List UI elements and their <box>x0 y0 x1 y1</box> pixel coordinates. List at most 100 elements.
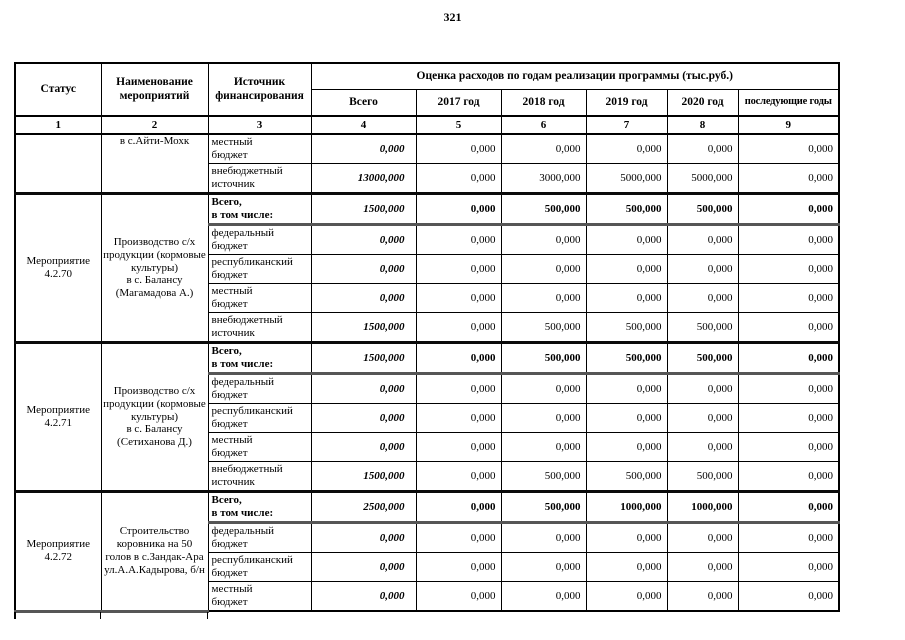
cost-value-cell: 0,000 <box>415 283 502 313</box>
cost-value-cell: 0,000 <box>310 133 417 164</box>
funding-source-cell: республиканский бюджет <box>207 254 312 284</box>
table-row: Мероприятие 4.2.70 Производство с/х прод… <box>14 192 840 343</box>
cost-value-cell: 2500,000 <box>310 490 417 524</box>
status-cell <box>14 133 102 194</box>
column-number: 9 <box>737 115 840 135</box>
table-row: местный бюджет 0,000 0,000 0,000 0,000 0… <box>15 581 840 612</box>
column-border-tail <box>14 611 16 619</box>
cost-value-cell: 1000,000 <box>585 490 668 524</box>
cost-value-cell: 0,000 <box>415 341 502 375</box>
cost-value-cell: 0,000 <box>737 373 840 404</box>
cost-value-cell: 0,000 <box>500 522 587 553</box>
table-row: внебюджетный источник 13000,000 0,000 30… <box>15 163 840 194</box>
cost-value-cell: 5000,000 <box>666 163 739 194</box>
activity-name-cell: Строительство коровника на 50 голов в с.… <box>100 490 209 613</box>
cost-value-cell: 0,000 <box>666 522 739 553</box>
cost-value-cell: 0,000 <box>585 552 668 582</box>
cost-value-cell: 0,000 <box>415 373 502 404</box>
cost-value-cell: 1500,000 <box>310 461 417 492</box>
column-number: 1 <box>14 115 102 135</box>
cost-value-cell: 1500,000 <box>310 192 417 226</box>
cost-value-cell: 0,000 <box>666 224 739 255</box>
cost-value-cell: 500,000 <box>666 192 739 226</box>
cost-value-cell: 500,000 <box>500 461 587 492</box>
cost-value-cell: 0,000 <box>310 432 417 462</box>
cost-value-cell: 0,000 <box>737 341 840 375</box>
cost-value-cell: 0,000 <box>737 490 840 524</box>
cost-value-cell: 3000,000 <box>500 163 587 194</box>
cost-value-cell: 0,000 <box>310 522 417 553</box>
table-header-years-row: Всего 2017 год 2018 год 2019 год 2020 го… <box>15 89 840 117</box>
cost-value-cell: 13000,000 <box>310 163 417 194</box>
column-number: 7 <box>585 115 668 135</box>
status-cell: Мероприятие 4.2.72 <box>14 490 102 613</box>
cost-value-cell: 0,000 <box>415 192 502 226</box>
activity-name-cell: Производство с/х продукции (кормовые кул… <box>100 341 209 492</box>
cost-value-cell: 0,000 <box>666 432 739 462</box>
cost-value-cell: 0,000 <box>737 254 840 284</box>
table-row: республиканский бюджет 0,000 0,000 0,000… <box>15 552 840 582</box>
cost-value-cell: 0,000 <box>585 403 668 433</box>
cost-value-cell: 0,000 <box>500 254 587 284</box>
cost-value-cell: 500,000 <box>585 461 668 492</box>
cost-value-cell: 0,000 <box>737 461 840 492</box>
cost-value-cell: 0,000 <box>666 581 739 612</box>
cost-value-cell: 0,000 <box>666 254 739 284</box>
cost-value-cell: 0,000 <box>415 552 502 582</box>
cost-value-cell: 0,000 <box>737 552 840 582</box>
column-border-tail <box>207 611 208 619</box>
cost-value-cell: 0,000 <box>500 581 587 612</box>
funding-source-cell: местный бюджет <box>207 283 312 313</box>
cost-value-cell: 500,000 <box>666 312 739 343</box>
cost-value-cell: 500,000 <box>500 192 587 226</box>
cost-value-cell: 0,000 <box>500 224 587 255</box>
funding-source-cell: местный бюджет <box>207 581 312 612</box>
funding-source-cell: Всего, в том числе: <box>207 490 312 524</box>
header-status-label: Статус <box>14 62 102 117</box>
cost-value-cell: 0,000 <box>585 581 668 612</box>
cost-value-cell: 1500,000 <box>310 312 417 343</box>
funding-source-cell: республиканский бюджет <box>207 403 312 433</box>
cost-value-cell: 0,000 <box>415 133 502 164</box>
funding-source-cell: Всего, в том числе: <box>207 192 312 226</box>
cost-value-cell: 0,000 <box>500 432 587 462</box>
funding-source-cell: местный бюджет <box>207 432 312 462</box>
cost-value-cell: 0,000 <box>666 552 739 582</box>
cost-value-cell: 0,000 <box>666 283 739 313</box>
cost-value-cell: 0,000 <box>585 133 668 164</box>
cost-value-cell: 0,000 <box>737 283 840 313</box>
cost-value-cell: 0,000 <box>585 522 668 553</box>
cost-value-cell: 0,000 <box>415 163 502 194</box>
column-number: 2 <box>100 115 209 135</box>
cost-value-cell: 0,000 <box>310 373 417 404</box>
cost-value-cell: 1500,000 <box>310 341 417 375</box>
cost-value-cell: 0,000 <box>415 403 502 433</box>
cost-value-cell: 0,000 <box>415 522 502 553</box>
status-cell: Мероприятие 4.2.70 <box>14 192 102 343</box>
cost-value-cell: 500,000 <box>666 461 739 492</box>
cost-value-cell: 0,000 <box>415 224 502 255</box>
cost-value-cell: 0,000 <box>737 403 840 433</box>
table-row: Мероприятие 4.2.72 Строительство коровни… <box>14 490 840 613</box>
cost-value-cell: 0,000 <box>415 581 502 612</box>
cost-value-cell: 1000,000 <box>666 490 739 524</box>
cost-value-cell: 5000,000 <box>585 163 668 194</box>
table-header-row: Статус Наименование мероприятий Источник… <box>14 62 840 117</box>
cost-value-cell: 500,000 <box>585 341 668 375</box>
cost-value-cell: 0,000 <box>310 254 417 284</box>
funding-source-cell: федеральный бюджет <box>207 373 312 404</box>
activity-name-cell: Производство с/х продукции (кормовые кул… <box>100 192 209 343</box>
funding-source-cell: местный бюджет <box>207 133 312 164</box>
cost-value-cell: 0,000 <box>310 283 417 313</box>
funding-source-cell: федеральный бюджет <box>207 224 312 255</box>
cost-value-cell: 0,000 <box>737 432 840 462</box>
cost-value-cell: 0,000 <box>500 283 587 313</box>
column-number: 6 <box>500 115 587 135</box>
header-source-label: Источник финансирования <box>207 62 312 117</box>
header-col-following-years: последующие годы <box>737 89 840 117</box>
cost-value-cell: 0,000 <box>310 403 417 433</box>
header-col-total: Всего <box>310 89 417 117</box>
header-col-2020: 2020 год <box>666 89 739 117</box>
activity-name-cell: в с.Айти-Мохк <box>100 133 209 194</box>
table-row: внебюджетный источник 1500,000 0,000 500… <box>15 312 840 343</box>
